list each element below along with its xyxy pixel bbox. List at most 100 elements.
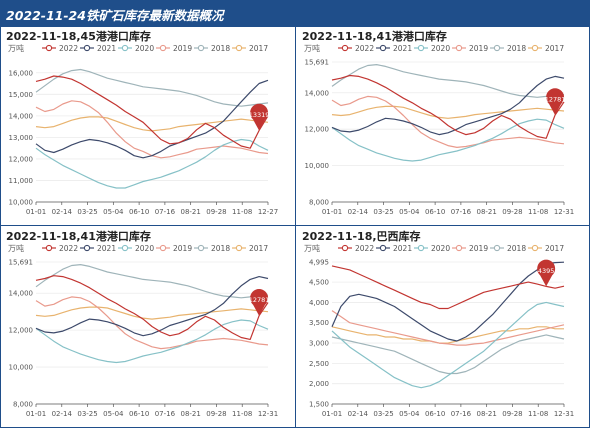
marker-pin-label: 12781 xyxy=(249,296,270,304)
x-tick-label: 06-10 xyxy=(129,410,149,418)
series-line-2021 xyxy=(331,75,565,136)
chart-title: 2022-11-18,巴西库存 xyxy=(302,230,421,243)
x-tick-label: 08-21 xyxy=(476,208,496,216)
x-tick-label: 11-08 xyxy=(232,410,252,418)
legend-swatch-marker xyxy=(45,44,53,52)
x-tick-label: 09-28 xyxy=(502,410,522,418)
series-line-2017 xyxy=(331,105,565,119)
legend-label: 2020 xyxy=(431,44,450,53)
series-line-2017 xyxy=(35,116,269,132)
legend-label: 2022 xyxy=(59,44,78,53)
y-tick-label: 12,000 xyxy=(9,155,34,163)
y-tick-label: 4,500 xyxy=(309,279,329,287)
legend-swatch-marker xyxy=(235,244,243,252)
legend-label: 2019 xyxy=(173,244,192,253)
legend-swatch-marker xyxy=(531,44,539,52)
series-line-2018 xyxy=(331,334,565,375)
series-line-2017 xyxy=(35,306,269,320)
x-tick-label: 11-08 xyxy=(232,208,252,216)
series-line-2022 xyxy=(331,74,565,139)
y-tick-label: 3,500 xyxy=(309,319,329,327)
marker-pin-label: 13319 xyxy=(249,111,270,119)
legend-swatch-marker xyxy=(235,44,243,52)
legend-swatch-marker xyxy=(379,244,387,252)
series-line-2022 xyxy=(35,75,269,149)
legend-label: 2019 xyxy=(469,244,488,253)
marker-pin-label: 4395 xyxy=(538,267,555,275)
legend-swatch-marker xyxy=(159,244,167,252)
x-tick-label: 05-04 xyxy=(399,208,420,216)
legend-label: 2017 xyxy=(545,44,564,53)
chart-panel-41-ports: 2022-11-18,41港港口库存 万吨 2022 2021 2020 2019 201… xyxy=(296,28,590,224)
x-tick-label: 05-04 xyxy=(103,410,124,418)
series-line-2022 xyxy=(35,275,269,341)
legend-label: 2021 xyxy=(97,244,116,253)
legend-swatch-marker xyxy=(493,244,501,252)
horizontal-divider xyxy=(0,225,590,226)
legend-label: 2020 xyxy=(135,244,154,253)
legend-label: 2021 xyxy=(97,44,116,53)
marker-pin-shape xyxy=(250,103,269,131)
x-tick-label: 11-08 xyxy=(528,410,548,418)
x-tick-label: 12-27 xyxy=(258,208,278,216)
legend-label: 2019 xyxy=(469,44,488,53)
y-tick-label: 1,500 xyxy=(309,401,329,409)
x-tick-label: 11-08 xyxy=(528,208,548,216)
y-tick-label: 16,000 xyxy=(9,69,34,77)
y-tick-label: 14,000 xyxy=(9,290,34,298)
unit-label: 万吨 xyxy=(8,243,24,253)
chart-title: 2022-11-18,41港港口库存 xyxy=(302,30,447,43)
legend-swatch-marker xyxy=(83,44,91,52)
x-tick-label: 12-31 xyxy=(554,208,574,216)
legend-label: 2022 xyxy=(59,244,78,253)
chart-svg: 万吨 2022 2021 2020 2019 2018 2017 8,000 10,000 12,… xyxy=(8,243,278,418)
marker-pin-shape xyxy=(250,289,269,316)
legend-swatch-marker xyxy=(121,244,129,252)
legend-label: 2021 xyxy=(393,44,412,53)
y-tick-label: 8,000 xyxy=(13,401,33,409)
x-tick-label: 01-01 xyxy=(26,410,46,418)
x-tick-label: 01-01 xyxy=(322,208,342,216)
y-tick-label: 11,000 xyxy=(9,177,34,185)
x-tick-label: 07-16 xyxy=(451,410,472,418)
x-tick-label: 12-31 xyxy=(258,410,278,418)
legend-swatch-marker xyxy=(197,244,205,252)
series-line-2019 xyxy=(331,95,565,149)
x-tick-label: 02-14 xyxy=(52,208,73,216)
chart-title: 2022-11-18,45港港口库存 xyxy=(6,30,151,43)
series-line-2019 xyxy=(35,100,269,159)
chart-panel-brazil: 2022-11-18,巴西库存 万吨 2022 2021 2020 2019 2018 20… xyxy=(296,228,590,426)
legend-swatch-marker xyxy=(455,244,463,252)
y-tick-label: 12,000 xyxy=(305,126,330,134)
y-tick-label: 15,691 xyxy=(305,59,330,67)
value-marker-pin: 12781 xyxy=(249,289,270,316)
legend-swatch-marker xyxy=(455,44,463,52)
legend-swatch-marker xyxy=(493,44,501,52)
vertical-divider xyxy=(295,26,296,428)
chart-panel-45-ports: 2022-11-18,45港港口库存 万吨 2022 2021 2020 2019 201… xyxy=(0,28,294,224)
y-tick-label: 3,000 xyxy=(309,340,329,348)
marker-pin-label: 12781 xyxy=(545,95,566,103)
legend-swatch-marker xyxy=(45,244,53,252)
unit-label: 万吨 xyxy=(304,243,320,253)
value-marker-pin: 4395 xyxy=(537,259,556,287)
unit-label: 万吨 xyxy=(304,43,320,53)
x-tick-label: 03-25 xyxy=(77,208,97,216)
x-tick-label: 09-28 xyxy=(502,208,522,216)
chart-panel-41-ports-duplicate: 2022-11-18,41港港口库存 万吨 2022 2021 2020 2019 201… xyxy=(0,228,294,426)
x-tick-label: 02-14 xyxy=(348,208,369,216)
series-line-2021 xyxy=(35,275,269,337)
y-tick-label: 10,000 xyxy=(9,199,34,207)
legend-label: 2020 xyxy=(431,244,450,253)
y-tick-label: 10,000 xyxy=(305,162,330,170)
x-tick-label: 08-21 xyxy=(180,410,200,418)
x-tick-label: 07-16 xyxy=(155,208,176,216)
chart-title: 2022-11-18,41港港口库存 xyxy=(6,230,151,243)
y-tick-label: 14,000 xyxy=(305,89,330,97)
x-tick-label: 05-04 xyxy=(103,208,124,216)
series-line-2020 xyxy=(331,118,565,162)
y-tick-label: 12,000 xyxy=(9,327,34,335)
legend-swatch-marker xyxy=(531,244,539,252)
legend-swatch-marker xyxy=(417,44,425,52)
legend-label: 2018 xyxy=(211,244,230,253)
